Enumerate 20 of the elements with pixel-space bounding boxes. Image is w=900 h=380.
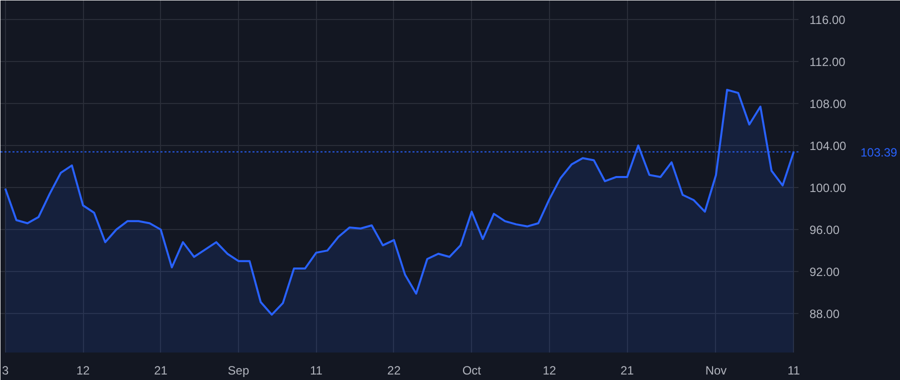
ref-line-label: 103.39 [860,145,898,160]
x-tick-label: Nov [705,364,727,378]
y-tick-label: 108.00 [810,96,847,111]
y-tick-label: 88.00 [810,307,840,322]
y-tick-label: 112.00 [810,54,846,69]
x-tick-label: 3 [2,364,9,378]
y-tick-label: 116.00 [810,12,846,27]
y-tick-label: 96.00 [810,223,840,238]
x-tick-label: 11 [310,364,323,378]
x-tick-label: Oct [462,364,482,378]
x-tick-label: Sep [228,364,250,378]
x-tick-label: 12 [542,364,556,378]
x-tick-label: 12 [76,364,90,378]
x-tick-label: 21 [154,364,168,378]
x-tick-label: 22 [387,364,401,378]
x-tick-label: 11 [787,364,800,378]
y-tick-label: 92.00 [810,265,840,280]
y-tick-label: 100.00 [810,181,847,196]
x-tick-label: 21 [620,364,634,378]
y-tick-label: 104.00 [810,139,847,154]
